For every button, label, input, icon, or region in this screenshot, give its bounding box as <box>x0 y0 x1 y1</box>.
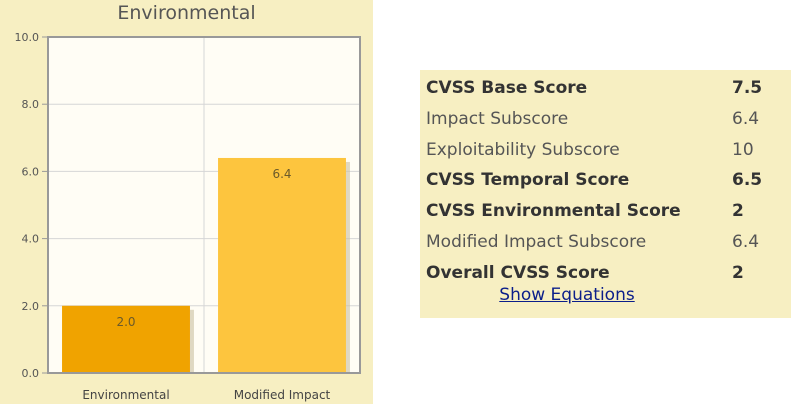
score-row: CVSS Base Score 7.5 <box>426 73 786 103</box>
score-row: Overall CVSS Score 2 <box>426 258 786 288</box>
plot-frame <box>47 36 361 374</box>
score-value: 7.5 <box>732 78 763 98</box>
bar-chart: 0.0 2.0 4.0 6.0 8.0 10.0 2.0 Environmental 6.4 Mo… <box>15 31 361 402</box>
bar <box>218 157 346 373</box>
score-label: CVSS Base Score <box>426 78 588 98</box>
bar-value-label: 2.0 <box>116 315 135 329</box>
score-row: Exploitability Subscore 10 <box>426 135 786 165</box>
score-label: Overall CVSS Score <box>426 262 610 283</box>
bar <box>62 305 190 373</box>
score-value: 6.5 <box>732 170 763 191</box>
y-tick-label: 8.0 <box>22 98 40 111</box>
x-tick-label: Modified Impact <box>234 388 331 402</box>
score-panel: CVSS Base Score 7.5 Impact Subscore 6.4 Expl… <box>420 70 791 318</box>
y-tick-label: 0.0 <box>22 367 40 380</box>
show-equations-link[interactable]: Show Equations <box>499 285 635 305</box>
score-row: CVSS Temporal Score 6.5 <box>426 165 786 195</box>
y-tick-label: 6.0 <box>22 165 40 178</box>
score-value: 10 <box>732 139 754 160</box>
score-label: CVSS Temporal Score <box>426 170 630 191</box>
score-label: CVSS Environmental Score <box>426 201 681 222</box>
score-row: Modified Impact Subscore 6.4 <box>426 227 786 257</box>
score-row: Impact Subscore 6.4 <box>426 104 786 134</box>
y-tick-label: 2.0 <box>22 300 40 313</box>
score-row: CVSS Environmental Score 2 <box>426 196 786 226</box>
bar-value-label: 6.4 <box>272 167 291 181</box>
score-label: Modified Impact Subscore <box>426 232 647 252</box>
score-value: 6.4 <box>732 232 760 252</box>
y-tick-label: 4.0 <box>22 233 40 246</box>
score-value: 6.4 <box>732 108 760 129</box>
chart-title: Environmental <box>117 2 256 24</box>
x-tick-label: Environmental <box>82 388 169 402</box>
score-label: Impact Subscore <box>426 108 569 129</box>
chart-panel: 0.0 2.0 4.0 6.0 8.0 10.0 2.0 Environmental 6.4 Mo… <box>0 0 373 404</box>
y-tick-label: 10.0 <box>15 31 40 44</box>
score-value: 2 <box>732 262 744 283</box>
score-label: Exploitability Subscore <box>426 139 620 160</box>
score-value: 2 <box>732 201 744 222</box>
